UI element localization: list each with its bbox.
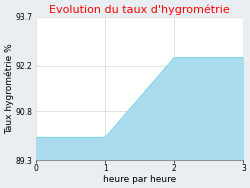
X-axis label: heure par heure: heure par heure (103, 175, 176, 184)
Title: Evolution du taux d'hygrométrie: Evolution du taux d'hygrométrie (50, 4, 230, 15)
Y-axis label: Taux hygrométrie %: Taux hygrométrie % (4, 43, 14, 134)
